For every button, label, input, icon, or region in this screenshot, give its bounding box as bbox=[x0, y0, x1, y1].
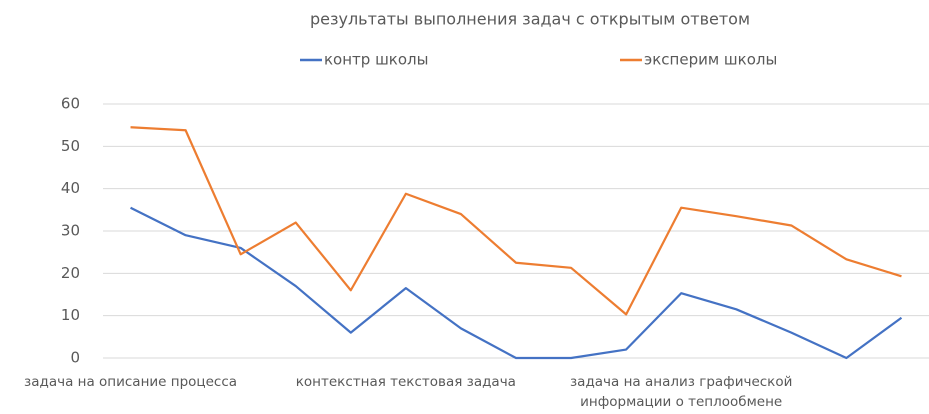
y-tick-label: 60 bbox=[61, 95, 80, 113]
y-tick-label: 0 bbox=[70, 349, 80, 367]
legend-label: эксперим школы bbox=[644, 51, 777, 69]
x-tick-label: задача на анализ графической информации … bbox=[570, 374, 793, 410]
x-tick-label: задача на описание процесса bbox=[24, 374, 238, 390]
y-tick-label: 50 bbox=[61, 137, 80, 155]
chart-title: результаты выполнения задач с открытым о… bbox=[310, 10, 750, 29]
legend-label: контр школы bbox=[324, 51, 428, 69]
y-tick-label: 10 bbox=[61, 306, 80, 324]
y-tick-label: 20 bbox=[61, 264, 80, 282]
series-line bbox=[130, 126, 902, 316]
y-tick-label: 30 bbox=[61, 222, 80, 240]
series-line bbox=[130, 206, 903, 360]
x-tick-label: контекстная текстовая задача bbox=[295, 374, 516, 390]
y-tick-label: 40 bbox=[61, 179, 80, 197]
